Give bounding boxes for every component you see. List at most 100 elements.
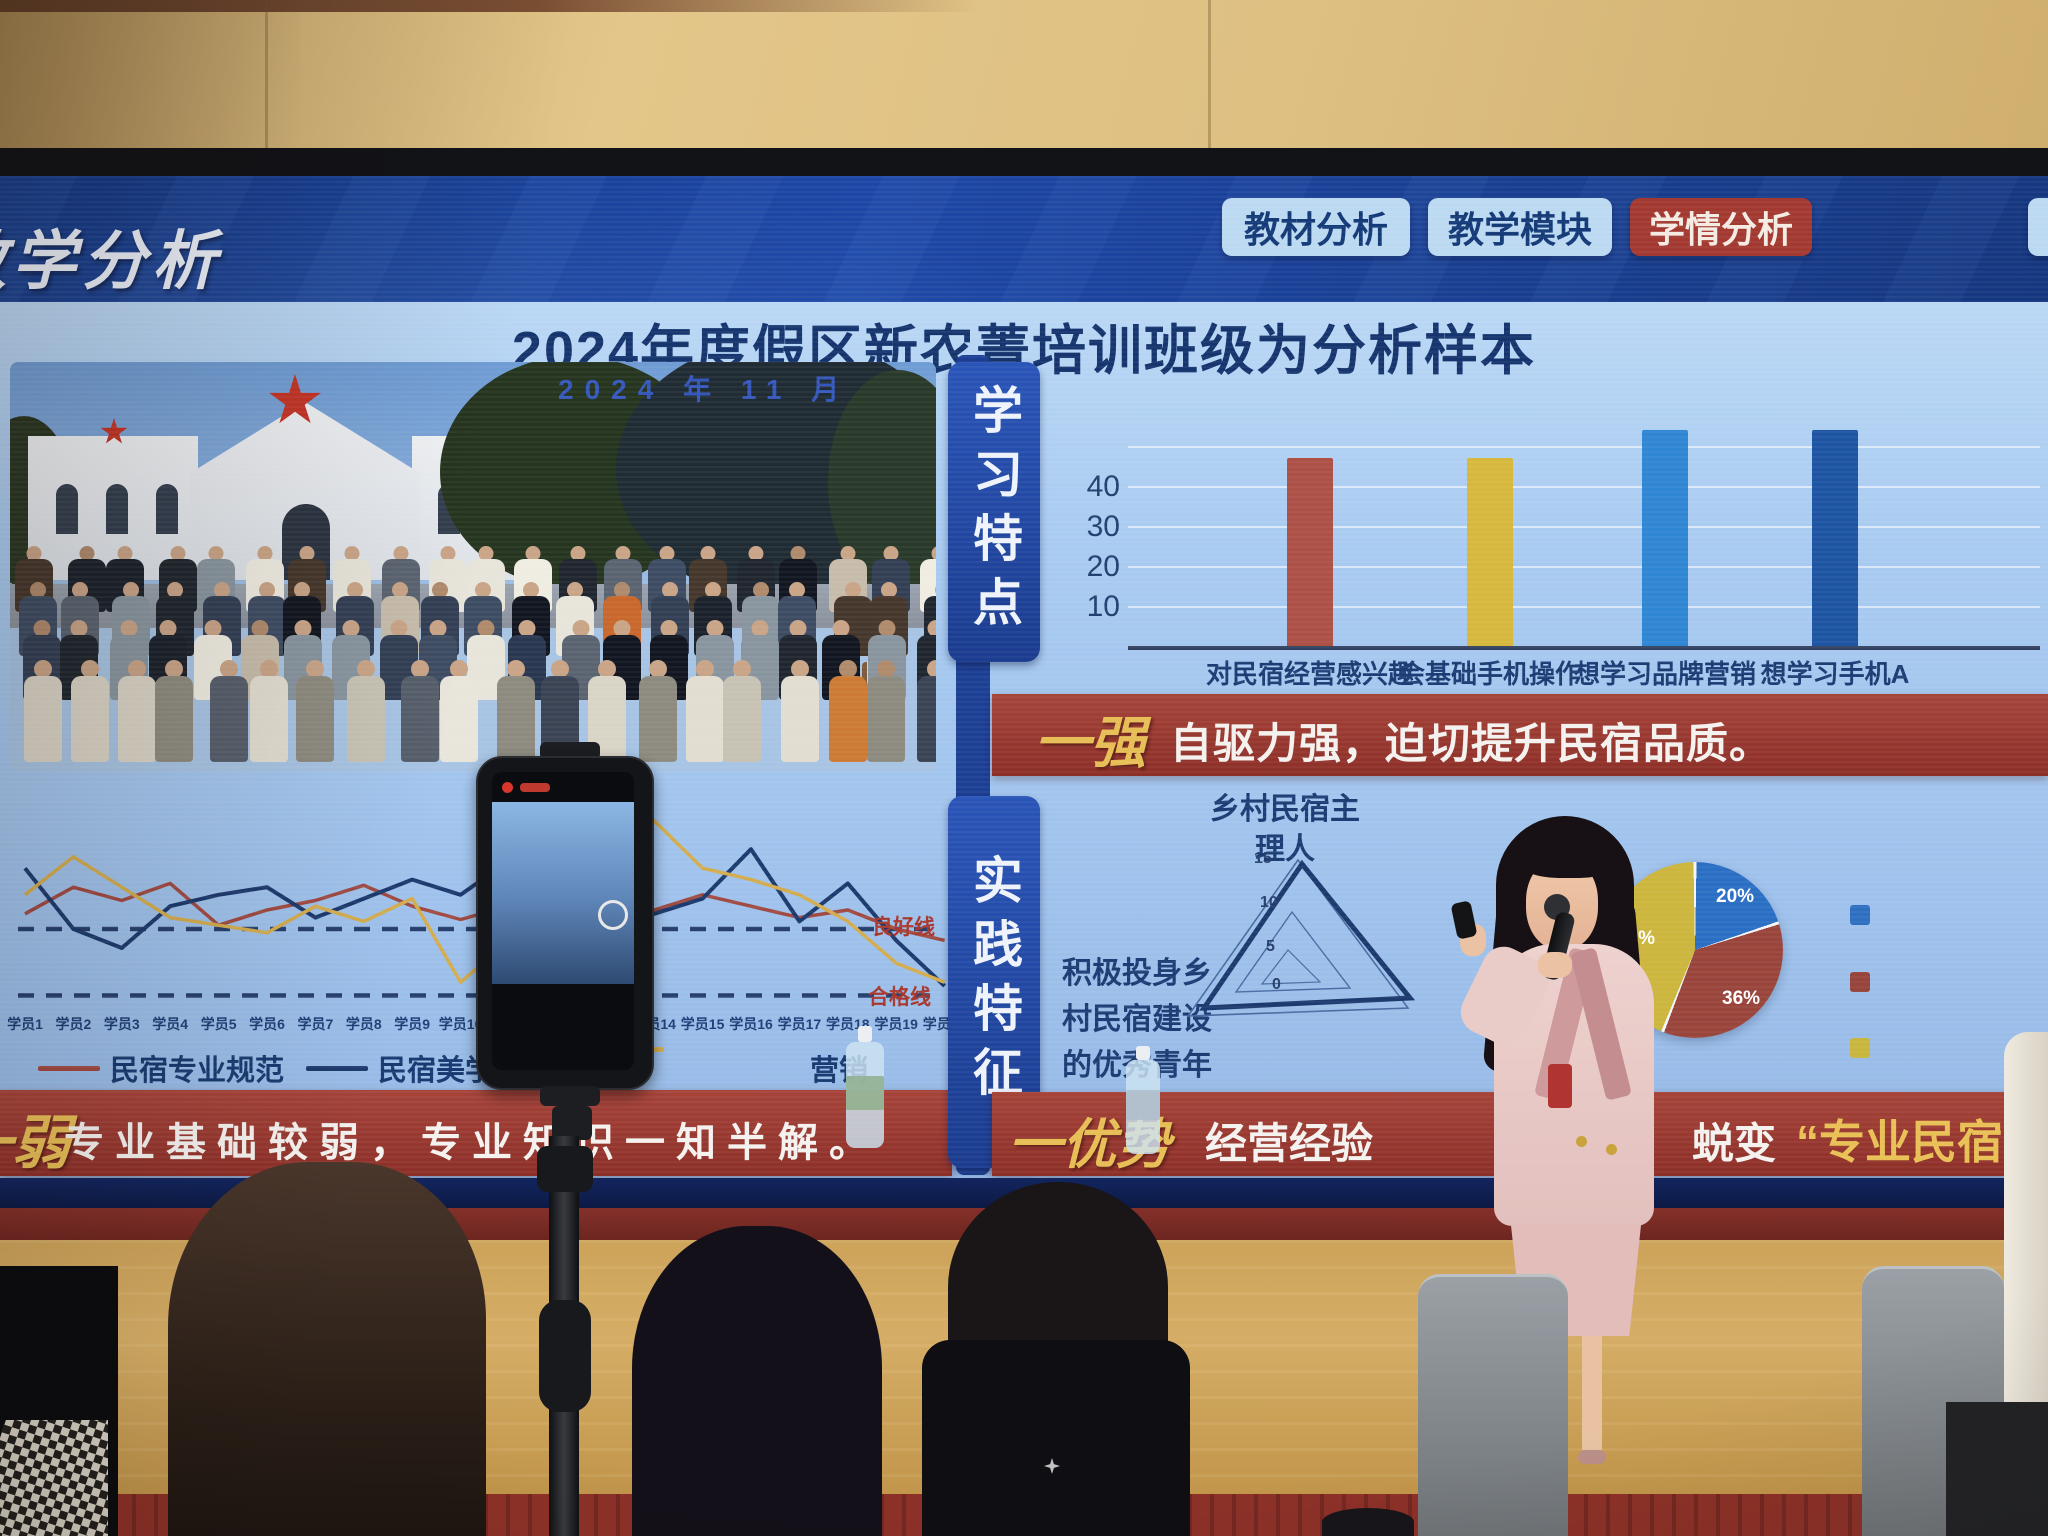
practice-side-text: 积极投身乡 <box>1062 957 1212 990</box>
gimbal-arm <box>552 1106 592 1140</box>
bar-category-label: 想学习手机A <box>1760 659 1910 689</box>
person-silhouette <box>59 620 98 700</box>
speaker-cabinet <box>1946 1402 2048 1536</box>
y-axis-tick: 10 <box>1086 590 1120 623</box>
bar-category-label: 会基础手机操作 <box>1398 659 1582 689</box>
person-silhouette <box>154 660 193 762</box>
contest-badge <box>1548 1064 1572 1108</box>
x-axis-label: 学员3 <box>103 1016 140 1032</box>
x-axis-label: 学员4 <box>152 1016 189 1032</box>
radar-tick: 5 <box>1266 938 1275 955</box>
pie-legend-swatch <box>1850 972 1870 992</box>
class-group-photo: 2024 年 11 月 <box>10 362 936 772</box>
x-axis-label: 学员19 <box>874 1016 918 1032</box>
phone-clamp <box>540 742 600 760</box>
presenter-leg <box>1582 1336 1602 1450</box>
x-axis-label: 学员17 <box>777 1016 822 1032</box>
y-axis-tick: 30 <box>1086 510 1120 543</box>
bar <box>1467 458 1513 646</box>
legend-line-icon <box>38 1065 100 1071</box>
jacket-button <box>1606 1144 1617 1155</box>
radar-chart: 15 10 5 0 <box>1150 848 1420 1033</box>
phone-camera-preview <box>492 802 634 984</box>
arch-window <box>106 484 128 534</box>
banner-weakness: 一弱 专业基础较弱，专业知识一知半解。 <box>0 1090 952 1176</box>
legend-line-icon <box>306 1065 368 1071</box>
photo-caption: 2024 年 11 月 <box>558 374 851 405</box>
person-silhouette <box>347 660 386 762</box>
tab-teaching-modules[interactable]: 教学模块 <box>1428 198 1612 256</box>
gridline <box>1128 566 2040 568</box>
wall <box>0 0 2048 175</box>
arch-window <box>56 484 78 534</box>
radar-tick: 10 <box>1260 894 1278 911</box>
tripod-handle <box>539 1300 591 1412</box>
audience-shoulders <box>922 1340 1190 1536</box>
gridline <box>1128 486 2040 488</box>
x-axis-label: 学员8 <box>345 1016 382 1032</box>
person-silhouette <box>249 660 288 762</box>
record-dot-icon <box>502 782 513 793</box>
person-silhouette <box>209 660 248 762</box>
presenter-hand <box>1538 952 1572 978</box>
ceiling-beam <box>0 0 980 12</box>
x-axis-label: 学员1 <box>7 1016 43 1032</box>
radar-title: 乡村民宿主 <box>1210 793 1360 826</box>
tab-partial[interactable] <box>2028 198 2048 256</box>
bar-chart: 10 20 30 40 对民宿经营感兴趣 会基础手机操作 想学习品牌营销 想学习手机A <box>1060 340 2048 708</box>
section-tab-label: 学习特点 <box>966 384 1022 640</box>
person-silhouette <box>828 660 867 762</box>
person-silhouette <box>867 660 906 762</box>
arch-window <box>156 484 178 534</box>
pie-legend-swatch <box>1850 1038 1870 1058</box>
wall-seam <box>265 0 268 152</box>
banner-badge: 一弱 <box>0 1111 71 1176</box>
x-axis-label: 学员15 <box>680 1016 725 1032</box>
person-silhouette <box>296 660 335 762</box>
radar-title: 理人 <box>1255 833 1315 866</box>
radar-plot <box>1186 858 1416 1017</box>
legend-item: 民宿专业规范 <box>38 1047 284 1089</box>
y-axis-tick: 20 <box>1086 550 1120 583</box>
person-silhouette <box>638 660 677 762</box>
screen-bezel <box>0 148 2048 176</box>
banner-text-fragment: 蜕变 <box>1692 1120 1777 1167</box>
person-silhouette <box>685 660 724 762</box>
houndstooth-jacket <box>0 1420 108 1536</box>
person-silhouette <box>439 660 478 762</box>
x-axis-label: 学员5 <box>200 1016 237 1032</box>
x-axis <box>1128 646 2040 650</box>
banner-badge: 一强 <box>1034 711 1146 774</box>
x-axis-label: 学员2 <box>55 1016 92 1032</box>
bar-category-label: 想学习品牌营销 <box>1573 659 1757 689</box>
wall-seam <box>1208 0 1211 152</box>
person-silhouette <box>916 660 936 762</box>
radar-tick: 0 <box>1272 976 1281 993</box>
person-silhouette <box>70 660 109 762</box>
pie-legend-swatch <box>1850 905 1870 925</box>
pie-slice-label: 20% <box>1716 886 1755 907</box>
audience-head <box>632 1226 882 1536</box>
shutter-button-icon <box>598 900 628 930</box>
pie-slice-label: 36% <box>1722 988 1761 1009</box>
crowd-of-trainees <box>10 546 936 772</box>
x-axis-label: 学员9 <box>394 1016 431 1032</box>
banner-text: 自驱力强，迫切提升民宿品质。 <box>1170 720 1773 767</box>
stage-chair <box>1418 1274 1568 1536</box>
gridline <box>1128 606 2040 608</box>
tab-textbook-analysis[interactable]: 教材分析 <box>1222 198 1410 256</box>
bar <box>1642 430 1688 646</box>
white-banner-edge <box>2004 1032 2048 1428</box>
banner-text-fragment: “专业民宿 <box>1796 1116 2003 1168</box>
banner-strength: 一强 自驱力强，迫切提升民宿品质。 <box>992 694 2048 776</box>
bar <box>1287 458 1333 646</box>
practice-side-text: 村民宿建设 <box>1062 1003 1212 1036</box>
section-tab-label: 实践特征 <box>966 854 1022 1110</box>
record-timer-icon <box>520 783 550 792</box>
person-silhouette <box>401 660 440 762</box>
legend-label: 民宿专业规范 <box>110 1055 285 1087</box>
x-axis-label: 学员10 <box>438 1016 483 1032</box>
tab-learner-analysis[interactable]: 学情分析 <box>1630 198 1812 256</box>
audience-head <box>168 1162 486 1536</box>
